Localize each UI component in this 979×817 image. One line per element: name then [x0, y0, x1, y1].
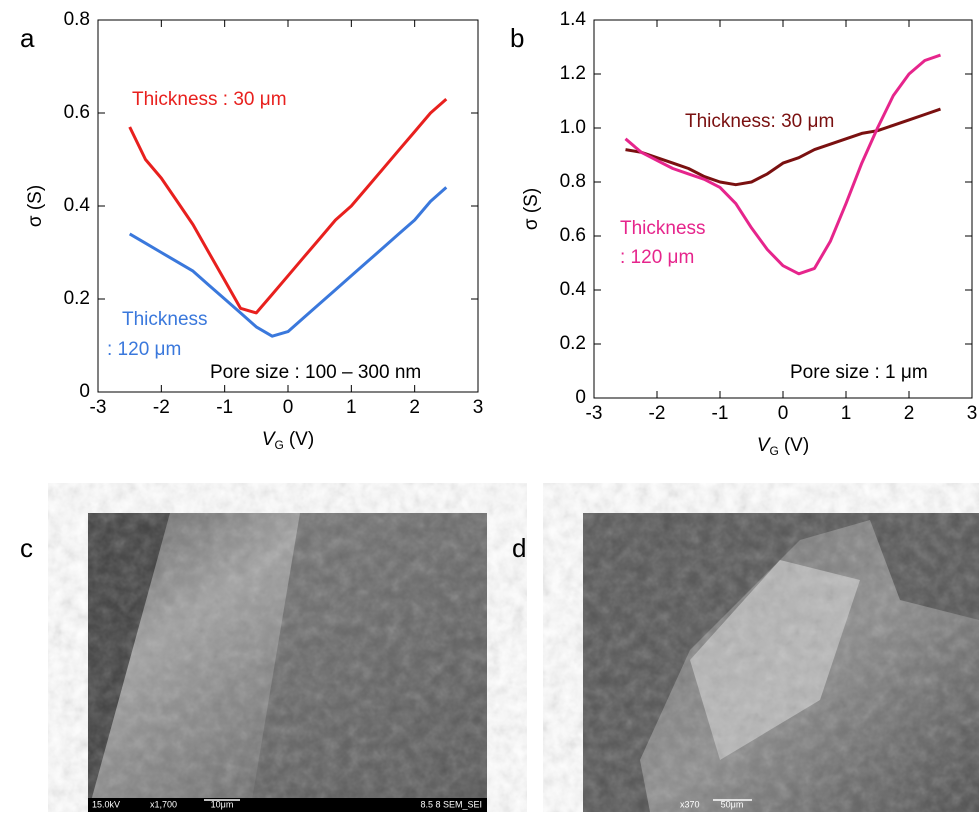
x-tick-label: 1 — [841, 403, 852, 424]
x-tick-label: -2 — [649, 403, 666, 424]
annotation: Pore size : 1 μm — [790, 362, 928, 383]
data-line — [128, 97, 448, 315]
x-axis-label-sub: G — [275, 438, 284, 452]
panel-label: b — [510, 23, 524, 53]
sem-info: 15.0kV — [92, 799, 120, 809]
x-tick-label: 2 — [904, 403, 915, 424]
sem-info: x370 — [680, 799, 700, 809]
x-tick-label: 3 — [967, 403, 978, 424]
x-axis-label-var: V — [262, 429, 277, 450]
annotation: Pore size : 100 – 300 nm — [210, 362, 421, 383]
y-tick-label: 1.4 — [560, 9, 587, 30]
y-tick-label: 0.8 — [560, 171, 586, 192]
x-axis-label-unit: (V) — [784, 435, 809, 456]
panel-label: c — [20, 533, 33, 563]
data-line — [625, 107, 941, 187]
y-tick-label: 0.2 — [560, 333, 586, 354]
y-axis-label: σ (S) — [521, 188, 542, 230]
x-tick-label: -3 — [90, 397, 107, 418]
data-line — [128, 186, 448, 338]
y-tick-label: 0 — [575, 387, 586, 408]
x-axis-label: VG (V) — [757, 435, 809, 458]
y-tick-label: 1.0 — [560, 117, 586, 138]
x-tick-label: -1 — [712, 403, 729, 424]
panel-label: d — [512, 533, 526, 563]
y-tick-label: 0.8 — [64, 9, 90, 30]
sem-image — [88, 513, 487, 812]
y-tick-label: 0.6 — [64, 102, 90, 123]
sem-info: 10μm — [211, 799, 234, 809]
y-tick-label: 0.4 — [64, 195, 91, 216]
x-axis-label-sub: G — [770, 444, 779, 458]
y-axis-label: σ (S) — [25, 185, 46, 227]
x-axis-label-unit: (V) — [289, 429, 314, 450]
sem-info: x1,700 — [150, 799, 177, 809]
x-tick-label: 0 — [778, 403, 789, 424]
annotation: Thickness: 30 μm — [685, 111, 834, 132]
x-tick-label: 2 — [409, 397, 420, 418]
annotation: : 120 μm — [620, 247, 694, 268]
sem-info: 50μm — [721, 799, 744, 809]
y-tick-label: 0.2 — [64, 288, 90, 309]
x-tick-label: 3 — [473, 397, 484, 418]
panel-label: a — [20, 23, 35, 53]
x-axis-label-var: V — [757, 435, 772, 456]
y-tick-label: 0.4 — [560, 279, 587, 300]
x-tick-label: 1 — [346, 397, 357, 418]
sem-info: 8.5 8 SEM_SEI — [420, 799, 482, 809]
data-line — [624, 53, 941, 276]
x-axis-label: VG (V) — [262, 429, 314, 452]
sem-image — [583, 513, 979, 812]
plot-frame — [593, 19, 973, 399]
annotation: : 120 μm — [107, 339, 181, 360]
x-tick-label: -1 — [216, 397, 233, 418]
y-tick-label: 1.2 — [560, 63, 586, 84]
annotation: Thickness — [122, 309, 208, 330]
annotation: Thickness : 30 μm — [132, 89, 287, 110]
x-tick-label: -3 — [586, 403, 603, 424]
annotation: Thickness — [620, 218, 706, 239]
y-tick-label: 0.6 — [560, 225, 586, 246]
plot-frame — [97, 19, 479, 393]
y-tick-label: 0 — [79, 381, 90, 402]
x-tick-label: -2 — [153, 397, 170, 418]
x-tick-label: 0 — [283, 397, 294, 418]
